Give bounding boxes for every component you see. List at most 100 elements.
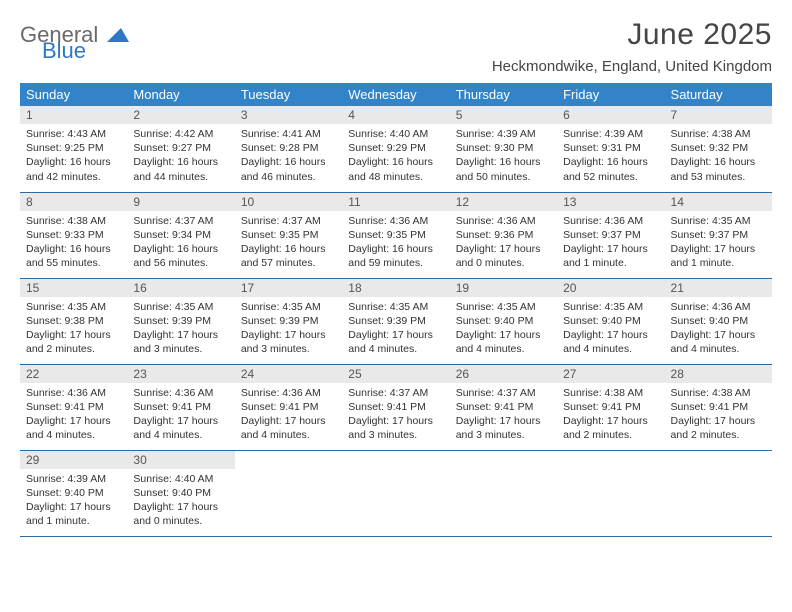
day-info: Sunrise: 4:37 AMSunset: 9:41 PMDaylight:… (450, 383, 557, 447)
sunrise-text: Sunrise: 4:40 AM (133, 472, 228, 486)
day-info: Sunrise: 4:35 AMSunset: 9:40 PMDaylight:… (557, 297, 664, 361)
day-info: Sunrise: 4:35 AMSunset: 9:39 PMDaylight:… (342, 297, 449, 361)
header: General Blue June 2025 Heckmondwike, Eng… (20, 18, 772, 75)
daylight-text: Daylight: 17 hours and 3 minutes. (133, 328, 228, 356)
calendar-week-row: 8Sunrise: 4:38 AMSunset: 9:33 PMDaylight… (20, 192, 772, 278)
daylight-text: Daylight: 17 hours and 3 minutes. (456, 414, 551, 442)
daylight-text: Daylight: 17 hours and 2 minutes. (26, 328, 121, 356)
sunset-text: Sunset: 9:41 PM (241, 400, 336, 414)
day-number: 15 (20, 279, 127, 297)
sunset-text: Sunset: 9:27 PM (133, 141, 228, 155)
title-block: June 2025 Heckmondwike, England, United … (492, 18, 772, 75)
day-info: Sunrise: 4:35 AMSunset: 9:38 PMDaylight:… (20, 297, 127, 361)
sunrise-text: Sunrise: 4:35 AM (348, 300, 443, 314)
daylight-text: Daylight: 17 hours and 0 minutes. (133, 500, 228, 528)
day-info: Sunrise: 4:43 AMSunset: 9:25 PMDaylight:… (20, 124, 127, 188)
calendar-day-cell: 25Sunrise: 4:37 AMSunset: 9:41 PMDayligh… (342, 364, 449, 450)
day-info: Sunrise: 4:38 AMSunset: 9:41 PMDaylight:… (557, 383, 664, 447)
daylight-text: Daylight: 16 hours and 48 minutes. (348, 155, 443, 183)
sunrise-text: Sunrise: 4:38 AM (26, 214, 121, 228)
sunrise-text: Sunrise: 4:38 AM (671, 386, 766, 400)
sunrise-text: Sunrise: 4:36 AM (348, 214, 443, 228)
sunrise-text: Sunrise: 4:38 AM (563, 386, 658, 400)
sunset-text: Sunset: 9:35 PM (348, 228, 443, 242)
sunrise-text: Sunrise: 4:38 AM (671, 127, 766, 141)
brand-logo: General Blue (20, 18, 129, 62)
day-number: 14 (665, 193, 772, 211)
day-info: Sunrise: 4:40 AMSunset: 9:40 PMDaylight:… (127, 469, 234, 533)
sunset-text: Sunset: 9:39 PM (348, 314, 443, 328)
daylight-text: Daylight: 17 hours and 1 minute. (563, 242, 658, 270)
calendar-day-cell (557, 450, 664, 536)
sunset-text: Sunset: 9:39 PM (241, 314, 336, 328)
weekday-header: Sunday (20, 83, 127, 106)
daylight-text: Daylight: 17 hours and 4 minutes. (133, 414, 228, 442)
day-info: Sunrise: 4:38 AMSunset: 9:33 PMDaylight:… (20, 211, 127, 275)
month-title: June 2025 (492, 18, 772, 52)
day-info: Sunrise: 4:39 AMSunset: 9:40 PMDaylight:… (20, 469, 127, 533)
calendar-day-cell (450, 450, 557, 536)
daylight-text: Daylight: 16 hours and 42 minutes. (26, 155, 121, 183)
day-number: 5 (450, 106, 557, 124)
calendar-day-cell: 24Sunrise: 4:36 AMSunset: 9:41 PMDayligh… (235, 364, 342, 450)
calendar-day-cell: 2Sunrise: 4:42 AMSunset: 9:27 PMDaylight… (127, 106, 234, 192)
calendar-week-row: 29Sunrise: 4:39 AMSunset: 9:40 PMDayligh… (20, 450, 772, 536)
sunset-text: Sunset: 9:40 PM (671, 314, 766, 328)
day-number: 19 (450, 279, 557, 297)
calendar-table: Sunday Monday Tuesday Wednesday Thursday… (20, 83, 772, 537)
day-number: 11 (342, 193, 449, 211)
sunset-text: Sunset: 9:41 PM (456, 400, 551, 414)
day-info: Sunrise: 4:41 AMSunset: 9:28 PMDaylight:… (235, 124, 342, 188)
sunrise-text: Sunrise: 4:42 AM (133, 127, 228, 141)
day-number: 3 (235, 106, 342, 124)
daylight-text: Daylight: 17 hours and 1 minute. (671, 242, 766, 270)
day-number: 13 (557, 193, 664, 211)
sunrise-text: Sunrise: 4:39 AM (26, 472, 121, 486)
sunset-text: Sunset: 9:30 PM (456, 141, 551, 155)
daylight-text: Daylight: 16 hours and 55 minutes. (26, 242, 121, 270)
day-number: 10 (235, 193, 342, 211)
daylight-text: Daylight: 16 hours and 56 minutes. (133, 242, 228, 270)
day-info: Sunrise: 4:37 AMSunset: 9:34 PMDaylight:… (127, 211, 234, 275)
sunrise-text: Sunrise: 4:35 AM (241, 300, 336, 314)
calendar-day-cell: 4Sunrise: 4:40 AMSunset: 9:29 PMDaylight… (342, 106, 449, 192)
calendar-day-cell: 1Sunrise: 4:43 AMSunset: 9:25 PMDaylight… (20, 106, 127, 192)
calendar-day-cell: 29Sunrise: 4:39 AMSunset: 9:40 PMDayligh… (20, 450, 127, 536)
calendar-day-cell (235, 450, 342, 536)
day-info: Sunrise: 4:38 AMSunset: 9:41 PMDaylight:… (665, 383, 772, 447)
sunset-text: Sunset: 9:25 PM (26, 141, 121, 155)
daylight-text: Daylight: 17 hours and 4 minutes. (563, 328, 658, 356)
calendar-week-row: 1Sunrise: 4:43 AMSunset: 9:25 PMDaylight… (20, 106, 772, 192)
weekday-header: Friday (557, 83, 664, 106)
calendar-day-cell: 11Sunrise: 4:36 AMSunset: 9:35 PMDayligh… (342, 192, 449, 278)
day-number: 2 (127, 106, 234, 124)
sunrise-text: Sunrise: 4:39 AM (456, 127, 551, 141)
sunset-text: Sunset: 9:28 PM (241, 141, 336, 155)
day-number: 12 (450, 193, 557, 211)
day-number: 4 (342, 106, 449, 124)
day-number: 30 (127, 451, 234, 469)
sunset-text: Sunset: 9:41 PM (563, 400, 658, 414)
day-info: Sunrise: 4:39 AMSunset: 9:30 PMDaylight:… (450, 124, 557, 188)
daylight-text: Daylight: 16 hours and 52 minutes. (563, 155, 658, 183)
daylight-text: Daylight: 17 hours and 2 minutes. (671, 414, 766, 442)
daylight-text: Daylight: 16 hours and 53 minutes. (671, 155, 766, 183)
daylight-text: Daylight: 16 hours and 46 minutes. (241, 155, 336, 183)
day-number: 23 (127, 365, 234, 383)
sunset-text: Sunset: 9:31 PM (563, 141, 658, 155)
location-text: Heckmondwike, England, United Kingdom (492, 58, 772, 75)
calendar-day-cell: 16Sunrise: 4:35 AMSunset: 9:39 PMDayligh… (127, 278, 234, 364)
day-number: 1 (20, 106, 127, 124)
sunrise-text: Sunrise: 4:36 AM (26, 386, 121, 400)
weekday-header: Saturday (665, 83, 772, 106)
sunset-text: Sunset: 9:39 PM (133, 314, 228, 328)
day-info: Sunrise: 4:35 AMSunset: 9:39 PMDaylight:… (127, 297, 234, 361)
day-info: Sunrise: 4:36 AMSunset: 9:35 PMDaylight:… (342, 211, 449, 275)
day-number: 21 (665, 279, 772, 297)
weekday-header: Wednesday (342, 83, 449, 106)
weekday-header: Monday (127, 83, 234, 106)
day-number: 24 (235, 365, 342, 383)
day-number: 25 (342, 365, 449, 383)
daylight-text: Daylight: 17 hours and 0 minutes. (456, 242, 551, 270)
calendar-day-cell: 20Sunrise: 4:35 AMSunset: 9:40 PMDayligh… (557, 278, 664, 364)
